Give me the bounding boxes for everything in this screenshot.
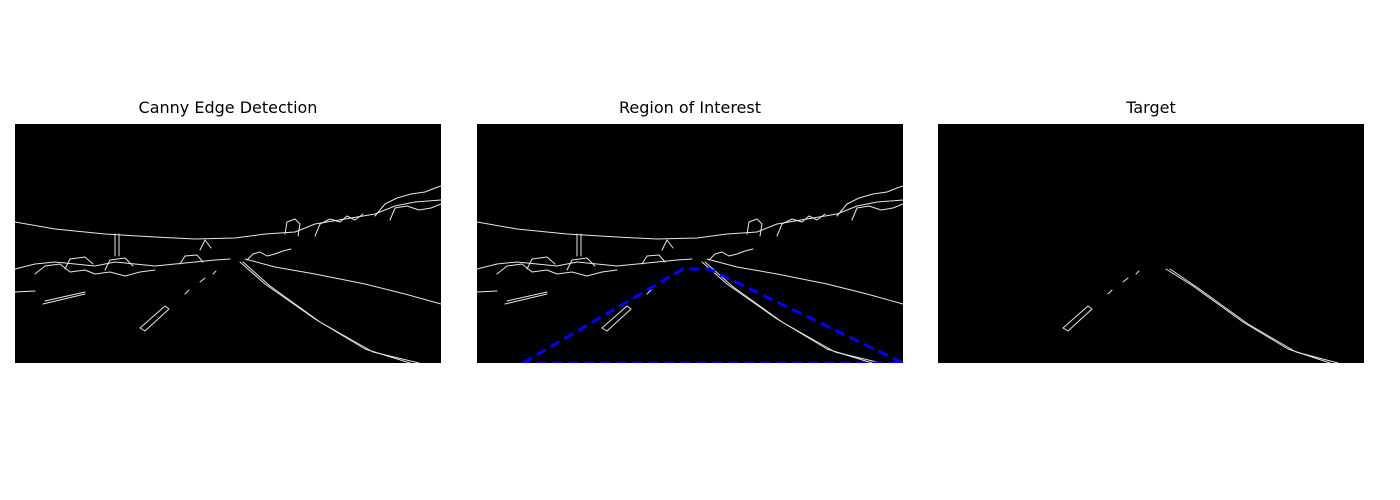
road-edge-right bbox=[244, 258, 441, 305]
cars-cluster-2 bbox=[34, 263, 156, 277]
cars-cluster bbox=[477, 258, 693, 270]
road-right-line-2 bbox=[242, 261, 420, 363]
canny-edge-image bbox=[15, 124, 441, 363]
panel-target: Target bbox=[938, 98, 1364, 363]
cars-cluster-4 bbox=[566, 257, 596, 271]
cars-cluster-4 bbox=[104, 257, 134, 271]
left-shoulder-line-2 bbox=[42, 293, 86, 305]
cars-cluster-2 bbox=[496, 263, 618, 277]
treeline-edge-2 bbox=[389, 203, 441, 221]
cars-cluster-6 bbox=[199, 239, 212, 251]
treeline-edge-2 bbox=[851, 203, 903, 221]
lane-dash-1 bbox=[601, 305, 632, 332]
lane-dash-4 bbox=[1135, 270, 1140, 275]
lane-dash-1 bbox=[139, 305, 170, 332]
lane-dash-2 bbox=[646, 289, 652, 295]
treeline-edge bbox=[836, 185, 903, 217]
far-left-line bbox=[477, 290, 498, 293]
sign-edge bbox=[284, 218, 301, 237]
left-shoulder-line-2 bbox=[504, 293, 548, 305]
road-right-line-2 bbox=[704, 261, 882, 363]
lane-dash-3 bbox=[199, 277, 206, 283]
panel-title: Canny Edge Detection bbox=[138, 98, 318, 117]
treeline-edge bbox=[374, 185, 441, 217]
road-right-line-2 bbox=[1169, 268, 1339, 363]
cars-cluster bbox=[15, 258, 231, 270]
panel-title: Region of Interest bbox=[618, 98, 762, 117]
road-edge-right bbox=[706, 258, 903, 305]
panel-roi: Region of Interest bbox=[477, 98, 903, 363]
roi-image bbox=[477, 124, 903, 363]
cars-cluster-6 bbox=[661, 239, 674, 251]
cars-cluster-5 bbox=[179, 254, 204, 265]
lane-dash-2 bbox=[1107, 289, 1113, 295]
panel-title: Target bbox=[1126, 98, 1176, 117]
cars-cluster-3 bbox=[526, 256, 556, 270]
target-image bbox=[938, 124, 1364, 363]
road-right-line bbox=[239, 261, 411, 363]
tree-cluster-edge bbox=[776, 213, 826, 237]
lane-dash-2 bbox=[184, 289, 190, 295]
left-shoulder-line bbox=[44, 291, 86, 302]
panel-canny: Canny Edge Detection bbox=[15, 98, 441, 363]
left-shoulder-line bbox=[506, 291, 548, 302]
edge-lines-target bbox=[1062, 268, 1339, 363]
cars-cluster-3 bbox=[64, 256, 94, 270]
cars-right bbox=[246, 248, 292, 261]
cars-right bbox=[708, 248, 754, 261]
edge-lines-full bbox=[15, 185, 441, 363]
sign-edge bbox=[746, 218, 763, 237]
edge-lines-full bbox=[477, 185, 903, 363]
lane-dash-4 bbox=[212, 270, 217, 275]
lane-dash-3 bbox=[1122, 277, 1129, 283]
lane-dash-1 bbox=[1062, 305, 1093, 332]
roi-trapezoid bbox=[520, 267, 903, 363]
cars-cluster-5 bbox=[641, 254, 666, 265]
horizon-edge bbox=[15, 199, 441, 240]
horizon-edge bbox=[477, 199, 903, 240]
tree-cluster-edge bbox=[314, 213, 364, 237]
far-left-line bbox=[15, 290, 36, 293]
